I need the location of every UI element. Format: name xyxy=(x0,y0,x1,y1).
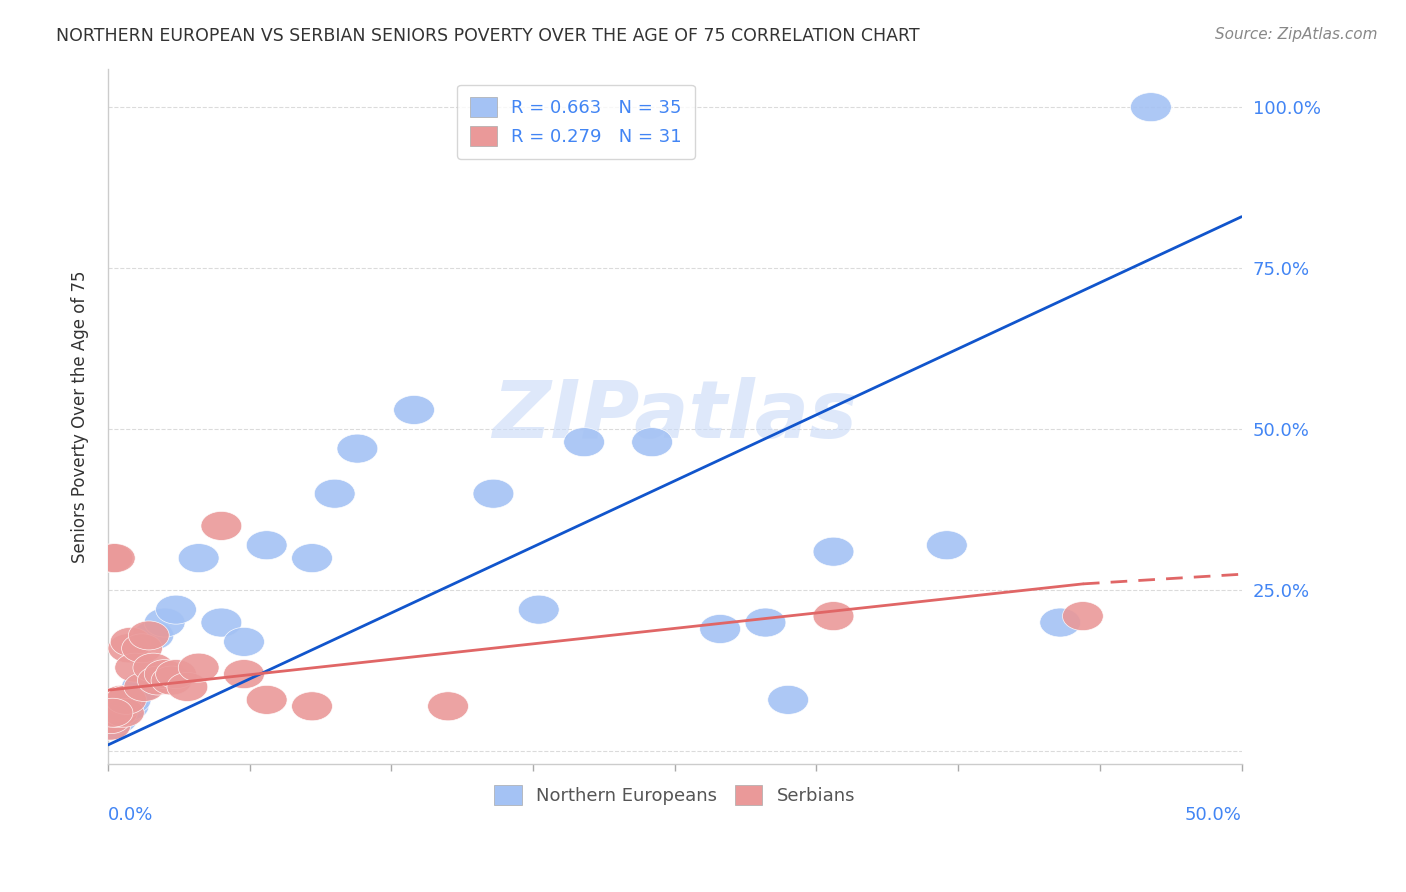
Text: ZIPatlas: ZIPatlas xyxy=(492,377,858,456)
Ellipse shape xyxy=(98,692,139,721)
Ellipse shape xyxy=(98,698,139,727)
Ellipse shape xyxy=(768,685,808,714)
Text: 0.0%: 0.0% xyxy=(108,806,153,824)
Ellipse shape xyxy=(121,673,163,701)
Ellipse shape xyxy=(201,608,242,637)
Ellipse shape xyxy=(124,673,165,701)
Ellipse shape xyxy=(108,692,149,721)
Ellipse shape xyxy=(145,608,186,637)
Ellipse shape xyxy=(90,711,131,740)
Ellipse shape xyxy=(315,479,356,508)
Ellipse shape xyxy=(472,479,513,508)
Ellipse shape xyxy=(291,692,332,721)
Ellipse shape xyxy=(745,608,786,637)
Ellipse shape xyxy=(167,673,208,701)
Ellipse shape xyxy=(700,615,741,643)
Ellipse shape xyxy=(93,692,134,721)
Legend: Northern Europeans, Serbians: Northern Europeans, Serbians xyxy=(482,772,868,818)
Ellipse shape xyxy=(150,666,191,695)
Ellipse shape xyxy=(93,543,134,573)
Ellipse shape xyxy=(145,659,186,689)
Ellipse shape xyxy=(121,634,163,663)
Ellipse shape xyxy=(927,531,967,560)
Ellipse shape xyxy=(94,692,135,721)
Ellipse shape xyxy=(224,627,264,657)
Ellipse shape xyxy=(108,634,149,663)
Ellipse shape xyxy=(156,595,197,624)
Ellipse shape xyxy=(201,511,242,541)
Ellipse shape xyxy=(101,685,142,714)
Ellipse shape xyxy=(138,666,179,695)
Ellipse shape xyxy=(94,543,135,573)
Ellipse shape xyxy=(105,685,146,714)
Ellipse shape xyxy=(291,543,332,573)
Ellipse shape xyxy=(90,711,131,740)
Ellipse shape xyxy=(134,621,174,650)
Ellipse shape xyxy=(427,692,468,721)
Ellipse shape xyxy=(115,653,156,682)
Ellipse shape xyxy=(110,627,150,657)
Ellipse shape xyxy=(110,685,150,714)
Ellipse shape xyxy=(179,653,219,682)
Ellipse shape xyxy=(1130,93,1171,121)
Ellipse shape xyxy=(394,395,434,425)
Ellipse shape xyxy=(337,434,378,463)
Text: NORTHERN EUROPEAN VS SERBIAN SENIORS POVERTY OVER THE AGE OF 75 CORRELATION CHAR: NORTHERN EUROPEAN VS SERBIAN SENIORS POV… xyxy=(56,27,920,45)
Ellipse shape xyxy=(224,659,264,689)
Ellipse shape xyxy=(105,692,146,721)
Ellipse shape xyxy=(246,531,287,560)
Text: 50.0%: 50.0% xyxy=(1185,806,1241,824)
Ellipse shape xyxy=(93,698,134,727)
Ellipse shape xyxy=(1063,601,1104,631)
Ellipse shape xyxy=(519,595,560,624)
Ellipse shape xyxy=(246,685,287,714)
Ellipse shape xyxy=(97,698,138,727)
Ellipse shape xyxy=(101,698,142,727)
Ellipse shape xyxy=(1040,608,1081,637)
Ellipse shape xyxy=(97,705,138,733)
Ellipse shape xyxy=(104,692,145,721)
Ellipse shape xyxy=(98,692,139,721)
Ellipse shape xyxy=(179,543,219,573)
Ellipse shape xyxy=(813,601,853,631)
Ellipse shape xyxy=(104,698,145,727)
Ellipse shape xyxy=(128,621,169,650)
Ellipse shape xyxy=(813,537,853,566)
Ellipse shape xyxy=(134,653,174,682)
Ellipse shape xyxy=(564,427,605,457)
Ellipse shape xyxy=(631,427,672,457)
Ellipse shape xyxy=(93,698,134,727)
Ellipse shape xyxy=(93,705,134,733)
Ellipse shape xyxy=(156,659,197,689)
Y-axis label: Seniors Poverty Over the Age of 75: Seniors Poverty Over the Age of 75 xyxy=(72,270,89,563)
Text: Source: ZipAtlas.com: Source: ZipAtlas.com xyxy=(1215,27,1378,42)
Ellipse shape xyxy=(90,705,131,733)
